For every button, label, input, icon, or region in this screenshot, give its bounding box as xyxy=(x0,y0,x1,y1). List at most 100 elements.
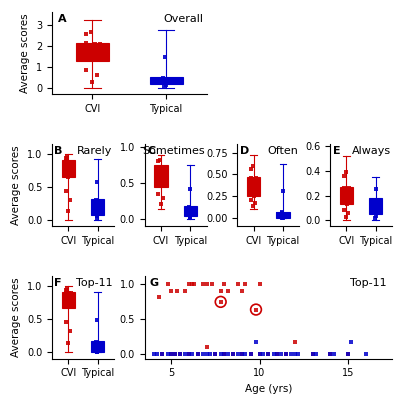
Point xyxy=(280,215,286,221)
Point xyxy=(274,351,280,357)
Point xyxy=(341,185,347,191)
Point xyxy=(159,174,166,180)
Point xyxy=(256,281,263,288)
Point xyxy=(92,41,98,47)
Point xyxy=(248,166,254,172)
Point xyxy=(64,286,71,292)
Point xyxy=(327,351,333,357)
Point xyxy=(270,351,277,357)
Point xyxy=(373,204,380,211)
Point xyxy=(160,75,166,81)
Text: E: E xyxy=(333,147,340,156)
Point xyxy=(346,185,352,191)
Point xyxy=(189,210,196,216)
Point xyxy=(203,344,210,351)
Point xyxy=(88,79,95,85)
Point xyxy=(188,209,194,216)
Point xyxy=(235,351,242,357)
Point xyxy=(279,215,286,221)
Point xyxy=(88,28,94,35)
Text: G: G xyxy=(150,279,159,288)
Point xyxy=(164,351,171,357)
Point xyxy=(280,212,287,218)
Text: C: C xyxy=(147,147,155,156)
Point xyxy=(158,171,164,177)
PathPatch shape xyxy=(247,177,260,196)
Point xyxy=(288,351,294,357)
Point xyxy=(253,338,259,345)
Text: Sometimes: Sometimes xyxy=(143,147,205,156)
Point xyxy=(235,281,242,288)
Point xyxy=(278,209,285,216)
Point xyxy=(65,208,71,214)
Point xyxy=(252,190,259,197)
Point xyxy=(327,351,333,357)
Point xyxy=(167,78,173,84)
Point xyxy=(94,55,100,61)
Point xyxy=(65,304,72,310)
Point xyxy=(68,290,74,296)
Point xyxy=(252,175,258,182)
Point xyxy=(230,351,236,357)
Point xyxy=(200,281,206,288)
Point xyxy=(89,48,96,54)
Point xyxy=(156,179,163,185)
Point xyxy=(348,338,354,345)
Point xyxy=(65,295,71,301)
Point xyxy=(189,209,195,215)
Point xyxy=(278,351,284,357)
Point xyxy=(186,204,192,210)
Point xyxy=(207,351,213,357)
Point xyxy=(295,351,302,357)
Point xyxy=(242,351,249,357)
Point xyxy=(248,175,254,181)
PathPatch shape xyxy=(62,292,75,308)
Point xyxy=(265,351,272,357)
Point xyxy=(256,351,263,357)
Point xyxy=(157,201,164,207)
Text: Top-11: Top-11 xyxy=(76,279,112,288)
Point xyxy=(95,344,101,350)
Text: Rarely: Rarely xyxy=(77,147,112,156)
Point xyxy=(157,157,164,163)
Point xyxy=(345,199,351,205)
Point xyxy=(168,288,174,294)
Point xyxy=(218,288,224,295)
Point xyxy=(372,215,378,221)
Point xyxy=(64,301,70,307)
Point xyxy=(344,186,351,192)
Point xyxy=(343,214,349,220)
Point xyxy=(253,307,259,313)
PathPatch shape xyxy=(276,212,290,218)
Point xyxy=(330,351,337,357)
Point xyxy=(158,172,164,178)
Point xyxy=(172,351,178,357)
Point xyxy=(342,197,348,203)
Point xyxy=(230,351,236,357)
Point xyxy=(162,54,168,60)
Point xyxy=(83,67,90,73)
Point xyxy=(341,206,347,213)
PathPatch shape xyxy=(340,187,353,204)
PathPatch shape xyxy=(154,165,168,187)
Y-axis label: Average scores: Average scores xyxy=(11,277,21,357)
Point xyxy=(283,351,289,357)
Point xyxy=(221,281,228,288)
Point xyxy=(218,299,224,305)
Point xyxy=(224,351,231,357)
Point xyxy=(66,297,73,304)
Point xyxy=(96,345,103,351)
PathPatch shape xyxy=(91,341,104,352)
Point xyxy=(374,205,381,211)
Point xyxy=(83,40,89,46)
Point xyxy=(343,201,350,207)
Point xyxy=(182,351,188,357)
Text: F: F xyxy=(54,279,62,288)
Point xyxy=(191,281,197,288)
Point xyxy=(93,197,100,203)
PathPatch shape xyxy=(76,43,109,61)
Point xyxy=(62,158,69,164)
Point xyxy=(67,171,73,178)
Point xyxy=(93,200,100,206)
Point xyxy=(371,197,378,203)
